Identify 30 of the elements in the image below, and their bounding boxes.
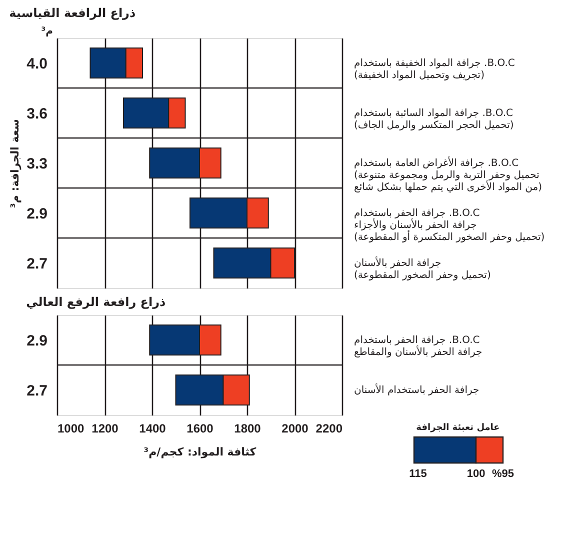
text: 100 xyxy=(466,468,486,480)
x-tick-label: 2000 xyxy=(282,422,309,436)
text: جرافة الحفر بالأسنان (تحميل وحفر الصخور المقطوعة) xyxy=(354,256,491,281)
text: جرافة المواد الخفيفة باستخدام .B.O.C (تجريف وتحميل المواد الخفيفة) xyxy=(354,58,515,81)
y-tick-label: 2.7 xyxy=(26,256,48,272)
text: جرافة الحفر باستخدام .B.O.C جرافة الحفر بالأسنان والأجزاء (تحميل وحفر الصخور المتكسرة أو المقطوعة) xyxy=(354,208,545,243)
chart-title: ذراع الرافعة القياسية xyxy=(9,6,136,20)
y-tick-label: 2.7 xyxy=(26,382,48,400)
x-tick-label: 1800 xyxy=(234,422,262,436)
x-tick-label: 1600 xyxy=(186,422,214,436)
text: جرافة المواد السائبة باستخدام .B.O.C (تحميل الحجر المتكسر والرمل الجاف) xyxy=(354,108,514,131)
x-tick-label: 1200 xyxy=(92,422,119,436)
x-tick-label: 1400 xyxy=(139,422,166,436)
text: م³ xyxy=(41,26,53,37)
y-tick-label: 2.9 xyxy=(26,332,48,350)
y-axis-title: سعة الجرافة: م³ xyxy=(8,119,22,208)
text: 115 xyxy=(409,468,427,480)
y-tick-label: 3.3 xyxy=(26,156,48,172)
y-tick-label: 3.6 xyxy=(26,106,48,122)
text: جرافة الحفر باستخدام الأسنان xyxy=(354,383,480,396)
x-tick-label: 2200 xyxy=(316,422,343,436)
chart-title: ذراع رافعة الرفع العالي xyxy=(26,295,166,309)
text: جرافة الحفر باستخدام .B.O.C جرافة الحفر بالأسنان والمقاطع xyxy=(354,335,482,358)
x-tick-label: 1000 xyxy=(58,422,85,436)
legend-title: عامل تعبئة الجرافة xyxy=(416,423,500,433)
y-tick-label: 4.0 xyxy=(26,56,48,72)
text: جرافة الأغراض العامة باستخدام .B.O.C (تحميل وحفر التربة والرمل ومجموعة متنوعة من المواد الأخرى التي يتم حملها بشكل شائع) xyxy=(354,156,542,193)
x-axis-title: كثافة المواد: كجم/م³ xyxy=(144,446,257,458)
y-tick-label: 2.9 xyxy=(26,206,48,222)
text: %95 xyxy=(492,468,514,480)
